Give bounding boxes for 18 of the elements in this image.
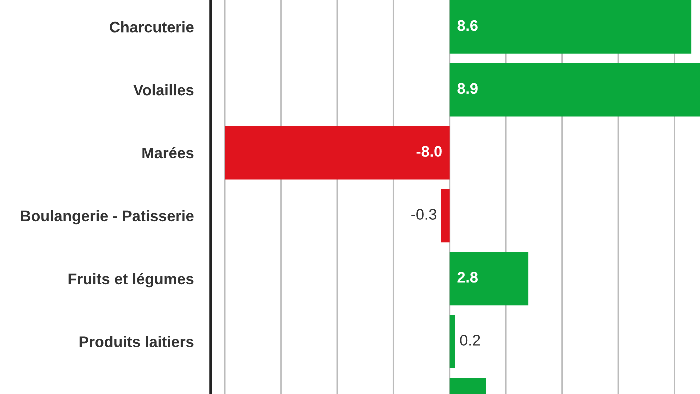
bar <box>225 126 450 180</box>
y-tick-label: Marées <box>142 147 194 159</box>
y-tick-label: Produits laitiers <box>80 336 194 348</box>
data-label: 8.6 <box>458 20 478 32</box>
data-label: -8.0 <box>416 146 442 158</box>
y-tick-label: Fruits et légumes <box>68 273 194 288</box>
data-label: 8.9 <box>458 83 478 94</box>
data-label: 2.8 <box>458 272 478 283</box>
bar <box>441 189 450 243</box>
bar <box>450 63 700 117</box>
y-tick-label: Charcuterie <box>110 22 194 33</box>
data-label: -0.3 <box>412 209 437 220</box>
bar <box>450 315 456 369</box>
data-label: 0.2 <box>460 335 480 346</box>
bar <box>450 252 529 306</box>
bar <box>450 0 692 54</box>
y-tick-label: Volailles <box>134 84 194 96</box>
y-tick-label: Boulangerie - Patisserie <box>21 210 194 225</box>
